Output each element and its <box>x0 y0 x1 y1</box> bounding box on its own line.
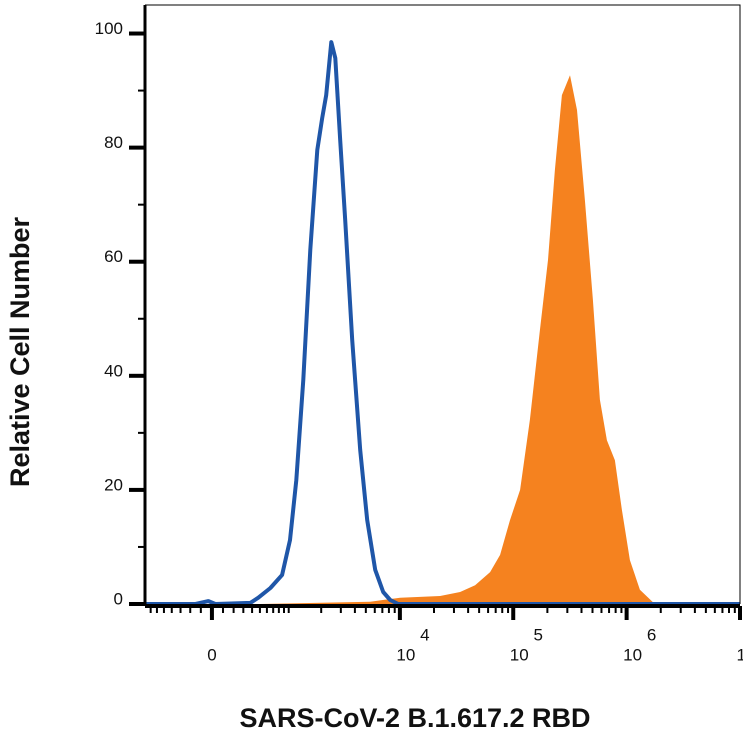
area <box>145 75 740 604</box>
y-tick-label: 0 <box>114 589 123 608</box>
y-tick-label: 100 <box>95 19 123 38</box>
x-tick-exponent: 5 <box>534 625 543 644</box>
x-tick-label: 10 <box>623 645 642 664</box>
y-tick-label: 20 <box>104 475 123 494</box>
line <box>145 40 740 606</box>
y-axis-label: Relative Cell Number <box>5 216 35 487</box>
y-tick-label: 40 <box>104 361 123 380</box>
y-tick-label: 80 <box>104 133 123 152</box>
x-tick-label: 10 <box>510 645 529 664</box>
y-tick-label: 60 <box>104 247 123 266</box>
x-tick-label: 0 <box>207 645 216 664</box>
x-tick-exponent: 4 <box>420 625 429 644</box>
plot-frame <box>145 4 741 604</box>
x-tick-label: 10 <box>396 645 415 664</box>
x-tick-label: 10 <box>737 645 743 664</box>
x-tick-exponent: 6 <box>647 625 656 644</box>
x-axis-label: SARS-CoV-2 B.1.617.2 RBD <box>239 703 590 733</box>
